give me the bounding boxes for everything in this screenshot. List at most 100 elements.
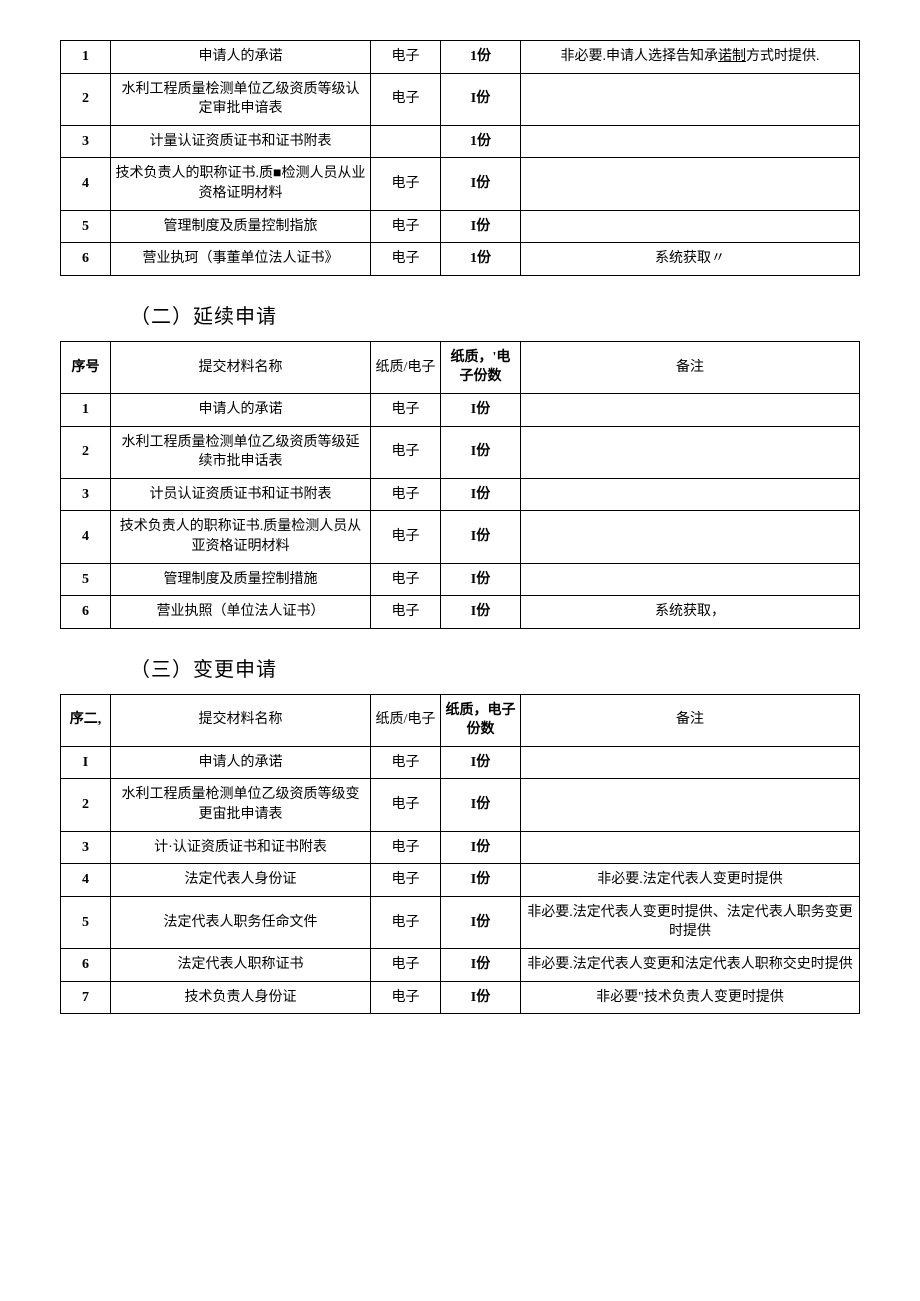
table-cell-seq: 4 [61, 511, 111, 563]
table-cell-copies: I份 [441, 949, 521, 982]
section-heading: （三）变更申请 [130, 653, 860, 682]
table-header-type: 纸质/电子 [371, 341, 441, 393]
table-cell-name: 技术负责人身份证 [111, 981, 371, 1014]
table-cell-seq: 5 [61, 896, 111, 948]
table-cell-seq: 6 [61, 949, 111, 982]
table-cell-copies: I份 [441, 896, 521, 948]
table-row: 6营业执照（单位法人证书）电子I份系统获取， [61, 596, 860, 629]
document-root: 1申请人的承诺电子1份非必要.申请人选择告知承诺制方式时提供.2水利工程质量桧测… [60, 40, 860, 1014]
table-row: 5法定代表人职务任命文件电子I份非必要.法定代表人变更时提供、法定代表人职务变更… [61, 896, 860, 948]
table-cell-name: 法定代表人职称证书 [111, 949, 371, 982]
table-row: 7技术负责人身份证电子I份非必要"技术负责人变更时提供 [61, 981, 860, 1014]
table-cell-copies: I份 [441, 779, 521, 831]
table-cell-note [521, 779, 860, 831]
table-cell-copies: I份 [441, 831, 521, 864]
table-row: 4法定代表人身份证电子I份非必要.法定代表人变更时提供 [61, 864, 860, 897]
table-header-row: 序号提交材料名称纸质/电子纸质，'电子份数备注 [61, 341, 860, 393]
table-cell-type [371, 125, 441, 158]
table-cell-seq: 2 [61, 426, 111, 478]
table-cell-note [521, 563, 860, 596]
table-cell-note [521, 478, 860, 511]
table-cell-type: 电子 [371, 478, 441, 511]
table-cell-note [521, 831, 860, 864]
table-cell-seq: 7 [61, 981, 111, 1014]
table-cell-name: 水利工程质量桧测单位乙级资质等级认定审批申谙表 [111, 73, 371, 125]
table-row: 3计员认证资质证书和证书附表电子I份 [61, 478, 860, 511]
table-cell-copies: I份 [441, 478, 521, 511]
table-cell-copies: 1份 [441, 125, 521, 158]
table-header-name: 提交材料名称 [111, 341, 371, 393]
table-row: 6法定代表人职称证书电子I份非必要.法定代表人变更和法定代表人职称交史时提供 [61, 949, 860, 982]
table-cell-copies: I份 [441, 426, 521, 478]
table-cell-type: 电子 [371, 779, 441, 831]
table-row: 3计·认证资质证书和证书附表电子I份 [61, 831, 860, 864]
table-cell-note [521, 746, 860, 779]
table-cell-type: 电子 [371, 393, 441, 426]
table-cell-seq: 2 [61, 779, 111, 831]
table-cell-name: 法定代表人职务任命文件 [111, 896, 371, 948]
table-cell-name: 水利工程质量检测单位乙级资质等级延续市批申话表 [111, 426, 371, 478]
table-cell-name: 计量认证资质证书和证书附表 [111, 125, 371, 158]
table-cell-name: 申请人的承诺 [111, 746, 371, 779]
table-header-note: 备注 [521, 341, 860, 393]
table-row: 2水利工程质量枪测单位乙级资质等级变更宙批申请表电子I份 [61, 779, 860, 831]
materials-table: 序二,提交材料名称纸质/电子纸质，电子份数备注I申请人的承诺电子I份2水利工程质… [60, 694, 860, 1015]
table-cell-note [521, 73, 860, 125]
table-cell-copies: I份 [441, 563, 521, 596]
table-cell-seq: 5 [61, 210, 111, 243]
table-row: 1申请人的承诺电子I份 [61, 393, 860, 426]
table-cell-copies: I份 [441, 596, 521, 629]
table-cell-name: 申请人的承诺 [111, 41, 371, 74]
table-cell-copies: I份 [441, 746, 521, 779]
table-cell-note: 非必要"技术负责人变更时提供 [521, 981, 860, 1014]
table-cell-type: 电子 [371, 41, 441, 74]
table-cell-note: 非必要.法定代表人变更时提供 [521, 864, 860, 897]
table-header-type: 纸质/电子 [371, 694, 441, 746]
table-header-seq: 序二, [61, 694, 111, 746]
table-cell-name: 营业执珂（事董单位法人证书》 [111, 243, 371, 276]
table-cell-seq: 1 [61, 41, 111, 74]
table-cell-seq: 6 [61, 596, 111, 629]
table-cell-seq: 3 [61, 125, 111, 158]
table-cell-name: 管理制度及质量控制指旅 [111, 210, 371, 243]
table-row: 5管理制度及质量控制指旅电子I份 [61, 210, 860, 243]
table-cell-seq: 2 [61, 73, 111, 125]
table-cell-copies: I份 [441, 158, 521, 210]
table-row: 2水利工程质量桧测单位乙级资质等级认定审批申谙表电子I份 [61, 73, 860, 125]
table-header-name: 提交材料名称 [111, 694, 371, 746]
table-header-copies: 纸质，'电子份数 [441, 341, 521, 393]
table-row: 1申请人的承诺电子1份非必要.申请人选择告知承诺制方式时提供. [61, 41, 860, 74]
table-cell-seq: 4 [61, 864, 111, 897]
table-cell-type: 电子 [371, 981, 441, 1014]
table-cell-type: 电子 [371, 949, 441, 982]
table-cell-name: 计员认证资质证书和证书附表 [111, 478, 371, 511]
table-row: 3计量认证资质证书和证书附表 1份 [61, 125, 860, 158]
table-row: 2水利工程质量检测单位乙级资质等级延续市批申话表电子I份 [61, 426, 860, 478]
table-cell-note: 系统获取〃 [521, 243, 860, 276]
table-cell-note [521, 426, 860, 478]
table-header-copies: 纸质，电子份数 [441, 694, 521, 746]
table-cell-name: 营业执照（单位法人证书） [111, 596, 371, 629]
materials-table: 序号提交材料名称纸质/电子纸质，'电子份数备注1申请人的承诺电子I份2水利工程质… [60, 341, 860, 629]
table-cell-name: 技术负责人的职称证书.质量检测人员从亚资格证明材料 [111, 511, 371, 563]
table-row: 5管理制度及质量控制措施电子I份 [61, 563, 860, 596]
table-cell-type: 电子 [371, 596, 441, 629]
materials-table: 1申请人的承诺电子1份非必要.申请人选择告知承诺制方式时提供.2水利工程质量桧测… [60, 40, 860, 276]
table-row: 6营业执珂（事董单位法人证书》电子1份系统获取〃 [61, 243, 860, 276]
table-cell-note: 非必要.法定代表人变更时提供、法定代表人职务变更时提供 [521, 896, 860, 948]
table-header-row: 序二,提交材料名称纸质/电子纸质，电子份数备注 [61, 694, 860, 746]
table-cell-seq: I [61, 746, 111, 779]
table-cell-name: 管理制度及质量控制措施 [111, 563, 371, 596]
table-cell-seq: 3 [61, 478, 111, 511]
table-cell-type: 电子 [371, 243, 441, 276]
table-cell-seq: 6 [61, 243, 111, 276]
table-row: I申请人的承诺电子I份 [61, 746, 860, 779]
table-cell-type: 电子 [371, 158, 441, 210]
table-cell-note [521, 158, 860, 210]
table-cell-name: 技术负责人的职称证书.质■检测人员从业资格证明材料 [111, 158, 371, 210]
table-cell-seq: 5 [61, 563, 111, 596]
table-cell-type: 电子 [371, 511, 441, 563]
table-cell-copies: I份 [441, 981, 521, 1014]
table-cell-note: 非必要.申请人选择告知承诺制方式时提供. [521, 41, 860, 74]
table-cell-copies: I份 [441, 864, 521, 897]
